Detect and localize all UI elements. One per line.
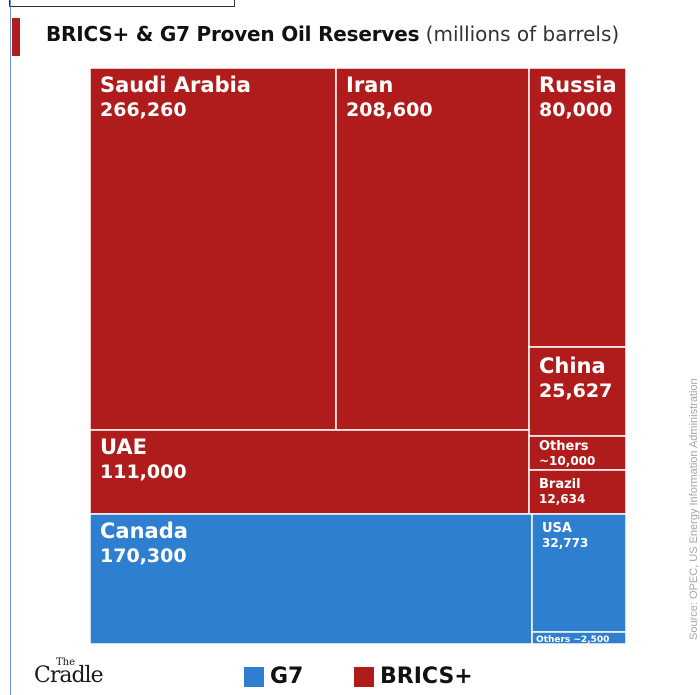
title-accent-bar [12, 18, 20, 56]
tile-rect [528, 67, 627, 348]
tile-rect [89, 513, 533, 645]
tile-name: Iran [346, 73, 393, 97]
tile-value: 25,627 [539, 380, 612, 402]
tile-rect [335, 67, 530, 431]
tile-others-5: Others~10,000 [528, 435, 627, 471]
chart-title: BRICS+ & G7 Proven Oil Reserves (million… [46, 22, 619, 46]
tile-value: ~10,000 [539, 454, 595, 468]
treemap-chart: Saudi Arabia266,260Iran208,600Russia80,0… [89, 67, 627, 645]
tile-value: 170,300 [100, 545, 187, 567]
chart-title-unit: (millions of barrels) [425, 22, 620, 46]
logo-small-text: The [56, 657, 76, 668]
tile-rect [531, 631, 627, 645]
tile-name: UAE [100, 435, 147, 459]
tile-others-9: Others ~2,500 [531, 631, 627, 645]
tile-name: Canada [100, 519, 188, 543]
legend-item-g7: G7 [244, 664, 303, 689]
tile-rect [89, 429, 530, 515]
tile-name: China [539, 354, 606, 378]
legend-item-brics: BRICS+ [354, 664, 473, 689]
tile-value: 208,600 [346, 99, 433, 121]
tile-name: Brazil [539, 477, 581, 492]
tile-rect [528, 346, 627, 437]
tile-name: Russia [539, 73, 617, 97]
legend-label-g7: G7 [270, 664, 304, 689]
tile-value: 12,634 [539, 492, 585, 506]
logo-name: Cradle [34, 663, 104, 688]
tile-value: 111,000 [100, 461, 187, 483]
legend-swatch-g7 [244, 666, 264, 687]
frame-line [10, 0, 11, 695]
tile-rect [89, 67, 337, 431]
top-box [9, 0, 235, 7]
legend-swatch-brics [354, 666, 374, 687]
tile-value: 32,773 [542, 536, 588, 550]
tile-name: USA [542, 521, 572, 536]
tile-value: 266,260 [100, 99, 187, 121]
tile-rect [528, 435, 627, 471]
tile-value: 80,000 [539, 99, 612, 121]
legend-label-brics: BRICS+ [380, 664, 473, 689]
source-note: Source: OPEC, US Energy Information Admi… [688, 378, 700, 640]
tile-name: Saudi Arabia [100, 73, 251, 97]
chart-title-main: BRICS+ & G7 Proven Oil Reserves [46, 22, 420, 46]
tile-label: Others ~2,500 [536, 635, 609, 645]
tile-name: Others [539, 439, 589, 454]
